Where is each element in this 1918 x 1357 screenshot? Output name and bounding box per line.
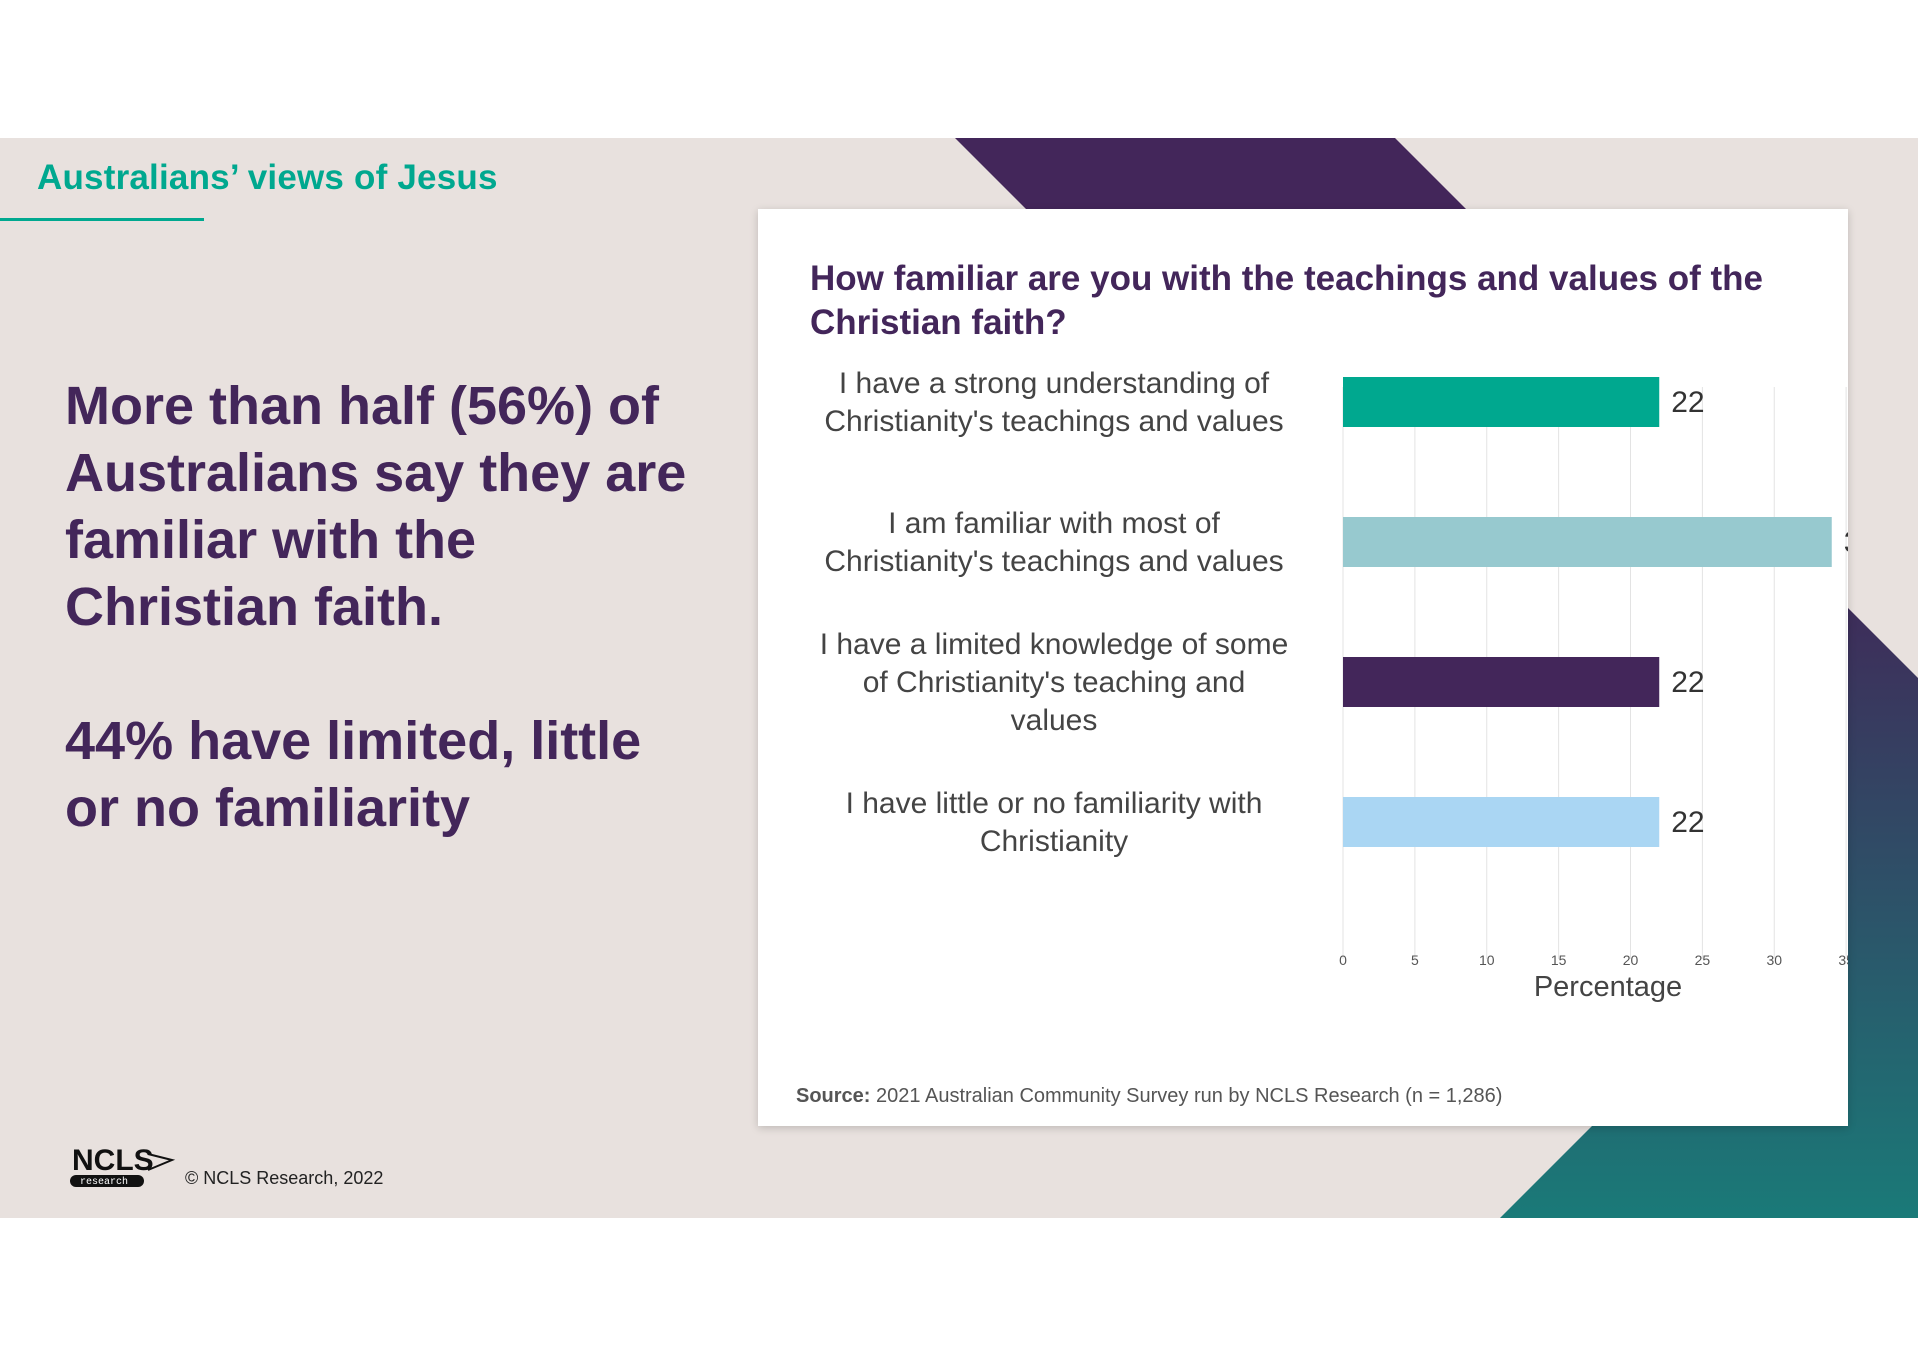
category-label: I have a limited knowledge of some of Chr… bbox=[820, 628, 1289, 737]
section-underline bbox=[0, 218, 204, 221]
bar-chart: 0510152025303540Percentage22I have a str… bbox=[820, 367, 1848, 1003]
x-tick-label: 25 bbox=[1695, 952, 1711, 968]
x-tick-label: 0 bbox=[1339, 952, 1347, 968]
headline-secondary: 44% have limited, little or no familiari… bbox=[65, 711, 642, 838]
x-tick-label: 35 bbox=[1838, 952, 1848, 968]
x-tick-label: 15 bbox=[1551, 952, 1567, 968]
source-text: 2021 Australian Community Survey run by … bbox=[876, 1085, 1503, 1107]
category-label: I have a strong understanding of Christia… bbox=[824, 367, 1283, 438]
x-axis-title: Percentage bbox=[1534, 971, 1682, 1003]
x-tick-label: 5 bbox=[1411, 952, 1419, 968]
data-label: 22 bbox=[1671, 666, 1704, 699]
category-label-line: I am familiar with most of bbox=[888, 507, 1220, 540]
ncls-logo-subtext: research bbox=[80, 1176, 128, 1188]
x-tick-label: 30 bbox=[1766, 952, 1782, 968]
headline-primary: More than half (56%) of Australians say … bbox=[65, 376, 687, 637]
x-tick-label: 10 bbox=[1479, 952, 1495, 968]
bar bbox=[1343, 657, 1660, 707]
data-label: 34 bbox=[1844, 526, 1848, 559]
category-label-line: Christianity's teachings and values bbox=[824, 405, 1283, 438]
data-label: 22 bbox=[1671, 386, 1704, 419]
category-label-line: Christianity bbox=[980, 825, 1128, 858]
category-label-line: I have little or no familiarity with bbox=[846, 787, 1263, 820]
section-title: Australians’ views of Jesus bbox=[37, 158, 498, 197]
category-label-line: I have a limited knowledge of some bbox=[820, 628, 1289, 661]
category-label-line: I have a strong understanding of bbox=[839, 367, 1270, 400]
data-label: 22 bbox=[1671, 806, 1704, 839]
purple-parallelogram bbox=[955, 138, 1470, 213]
bar bbox=[1343, 377, 1660, 427]
category-label: I have little or no familiarity with Chri… bbox=[846, 787, 1263, 858]
copyright: © NCLS Research, 2022 bbox=[185, 1168, 384, 1188]
ncls-logo: NCLS research bbox=[70, 1144, 176, 1188]
category-label: I am familiar with most of Christianity's… bbox=[824, 507, 1283, 578]
category-label-line: of Christianity's teaching and bbox=[863, 666, 1246, 699]
chart-title: How familiar are you with the teachings … bbox=[810, 259, 1763, 342]
source-label: Source: bbox=[796, 1085, 871, 1107]
chart-card: How familiar are you with the teachings … bbox=[758, 209, 1848, 1126]
source-note: Source: 2021 Australian Community Survey… bbox=[796, 1085, 1502, 1108]
slide: Australians’ views of Jesus More than ha… bbox=[0, 138, 1918, 1218]
ncls-logo-text: NCLS bbox=[72, 1144, 154, 1177]
bar bbox=[1343, 797, 1660, 847]
bar bbox=[1343, 517, 1832, 567]
category-label-line: values bbox=[1011, 704, 1098, 737]
x-tick-label: 20 bbox=[1623, 952, 1639, 968]
category-label-line: Christianity's teachings and values bbox=[824, 545, 1283, 578]
